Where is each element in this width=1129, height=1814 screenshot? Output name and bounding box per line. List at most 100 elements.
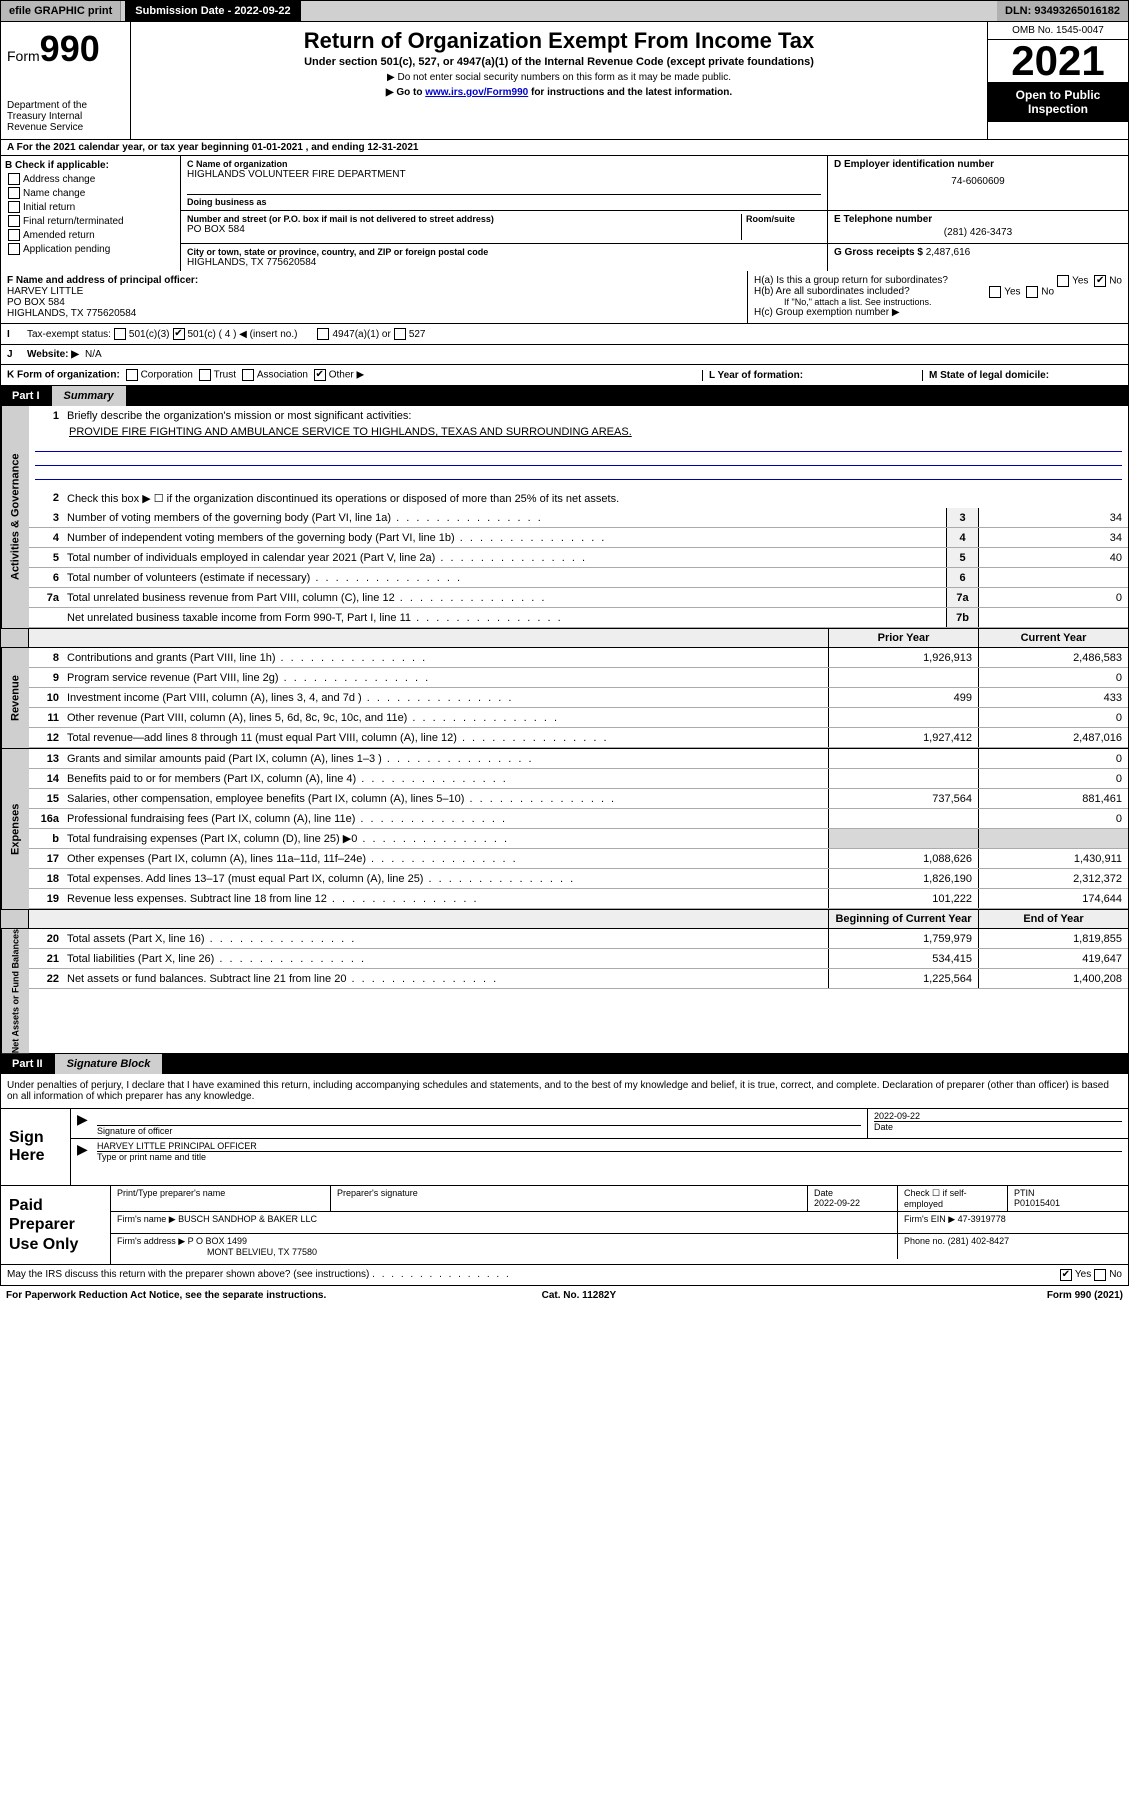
- discuss-no[interactable]: [1094, 1269, 1106, 1281]
- line-15: 15 Salaries, other compensation, employe…: [29, 789, 1128, 809]
- ln-prior: [828, 829, 978, 848]
- hdr-curr: Current Year: [978, 629, 1128, 647]
- hb-yes[interactable]: [989, 286, 1001, 298]
- cb-pending[interactable]: [8, 243, 20, 255]
- org-name-lbl: C Name of organization: [187, 159, 821, 169]
- ln-curr: 2,487,016: [978, 728, 1128, 747]
- header-right: OMB No. 1545-0047 2021 Open to Public In…: [988, 22, 1128, 139]
- ha-yes[interactable]: [1057, 275, 1069, 287]
- cb-527[interactable]: [394, 328, 406, 340]
- rev-col-hdr: Prior Year Current Year: [1, 629, 1128, 648]
- gross-cell: G Gross receipts $ 2,487,616: [828, 244, 1128, 271]
- sign-block: Sign Here ▶ Signature of officer 2022-09…: [0, 1109, 1129, 1186]
- line-12: 12 Total revenue—add lines 8 through 11 …: [29, 728, 1128, 748]
- ln-val: [978, 608, 1128, 627]
- prep-sig-hdr: Preparer's signature: [331, 1186, 808, 1211]
- period-end: 12-31-2021: [367, 142, 418, 153]
- ln-prior: [828, 809, 978, 828]
- ln-txt: Total assets (Part X, line 16): [63, 931, 828, 947]
- hb-no[interactable]: [1026, 286, 1038, 298]
- dba-lbl: Doing business as: [187, 194, 821, 207]
- line-11: 11 Other revenue (Part VIII, column (A),…: [29, 708, 1128, 728]
- paid-title: Paid Preparer Use Only: [1, 1186, 111, 1264]
- cb-4947[interactable]: [317, 328, 329, 340]
- hb-no-lbl: No: [1041, 287, 1054, 298]
- firm-addr2: MONT BELVIEU, TX 77580: [117, 1247, 317, 1257]
- line-10: 10 Investment income (Part VIII, column …: [29, 688, 1128, 708]
- cb-pending-lbl: Application pending: [23, 244, 110, 255]
- city-lbl: City or town, state or province, country…: [187, 247, 821, 257]
- ln-box: 6: [946, 568, 978, 587]
- period-line: A For the 2021 calendar year, or tax yea…: [0, 140, 1129, 156]
- ln-curr: 2,312,372: [978, 869, 1128, 888]
- tax-year: 2021: [988, 40, 1128, 82]
- sign-date-lbl: Date: [874, 1121, 1122, 1132]
- ln-txt: Total revenue—add lines 8 through 11 (mu…: [63, 730, 828, 746]
- ln-prior: 1,088,626: [828, 849, 978, 868]
- ha-yes-lbl: Yes: [1072, 276, 1088, 287]
- street-val: PO BOX 584: [187, 224, 741, 235]
- ln-curr: [978, 829, 1128, 848]
- cb-other[interactable]: ✔: [314, 369, 326, 381]
- ln-txt: Total unrelated business revenue from Pa…: [63, 590, 946, 606]
- cb-name[interactable]: [8, 187, 20, 199]
- officer-print-name: HARVEY LITTLE PRINCIPAL OFFICER: [97, 1141, 1122, 1151]
- gov-group: Activities & Governance 1Briefly describ…: [1, 406, 1128, 629]
- prep-date-hdr: Date: [814, 1188, 833, 1198]
- instructions-link[interactable]: www.irs.gov/Form990: [425, 87, 528, 98]
- ln-num: 6: [29, 570, 63, 586]
- tax-status-lbl: Tax-exempt status:: [27, 329, 111, 340]
- period-begin: 01-01-2021: [252, 142, 303, 153]
- line-9: 9 Program service revenue (Part VIII, li…: [29, 668, 1128, 688]
- officer-lbl: F Name and address of principal officer:: [7, 275, 741, 286]
- officer-cell: F Name and address of principal officer:…: [1, 271, 748, 323]
- ln-box: 7a: [946, 588, 978, 607]
- cb-initial[interactable]: [8, 201, 20, 213]
- efile-label[interactable]: efile GRAPHIC print: [1, 1, 121, 21]
- website-lbl: Website: ▶: [27, 349, 79, 360]
- open-inspection: Open to Public Inspection: [988, 82, 1128, 122]
- dept-label: Department of the Treasury Internal Reve…: [7, 100, 124, 133]
- ln-num: b: [29, 831, 63, 847]
- ln-curr: 0: [978, 668, 1128, 687]
- domicile-lbl: M State of legal domicile:: [929, 370, 1049, 381]
- ln-num: 14: [29, 771, 63, 787]
- cb-final[interactable]: [8, 215, 20, 227]
- ln-txt: Total expenses. Add lines 13–17 (must eq…: [63, 871, 828, 887]
- cb-assoc[interactable]: [242, 369, 254, 381]
- ln-box: 4: [946, 528, 978, 547]
- ln-num: 5: [29, 550, 63, 566]
- ln-num: 4: [29, 530, 63, 546]
- ln-txt: Total liabilities (Part X, line 26): [63, 951, 828, 967]
- discuss-no-lbl: No: [1109, 1269, 1122, 1280]
- lbl-assoc: Association: [257, 370, 308, 381]
- cb-initial-lbl: Initial return: [23, 202, 75, 213]
- footer: For Paperwork Reduction Act Notice, see …: [0, 1286, 1129, 1305]
- ha-no[interactable]: ✔: [1094, 275, 1106, 287]
- line-14: 14 Benefits paid to or for members (Part…: [29, 769, 1128, 789]
- part2-title: Signature Block: [55, 1054, 163, 1074]
- ln-num: 18: [29, 871, 63, 887]
- cb-amended[interactable]: [8, 229, 20, 241]
- ln-txt: Total number of volunteers (estimate if …: [63, 570, 946, 586]
- cb-address[interactable]: [8, 173, 20, 185]
- ln-txt: Number of independent voting members of …: [63, 530, 946, 546]
- ln-num: 12: [29, 730, 63, 746]
- ln-txt: Net unrelated business taxable income fr…: [63, 610, 946, 626]
- cb-corp[interactable]: [126, 369, 138, 381]
- line-16a: 16a Professional fundraising fees (Part …: [29, 809, 1128, 829]
- discuss-yes[interactable]: ✔: [1060, 1269, 1072, 1281]
- gross-val: 2,487,616: [926, 247, 971, 258]
- officer-name: HARVEY LITTLE: [7, 286, 741, 297]
- sig-lbl: Signature of officer: [97, 1125, 861, 1136]
- ln-prior: [828, 708, 978, 727]
- cb-501c[interactable]: ✔: [173, 328, 185, 340]
- form-title: Return of Organization Exempt From Incom…: [137, 28, 981, 54]
- cb-501c3[interactable]: [114, 328, 126, 340]
- cb-trust[interactable]: [199, 369, 211, 381]
- phone-lbl: E Telephone number: [834, 214, 1122, 225]
- ln-curr: 881,461: [978, 789, 1128, 808]
- paid-block: Paid Preparer Use Only Print/Type prepar…: [0, 1186, 1129, 1265]
- ln-val: 40: [978, 548, 1128, 567]
- gross-lbl: G Gross receipts $: [834, 247, 923, 258]
